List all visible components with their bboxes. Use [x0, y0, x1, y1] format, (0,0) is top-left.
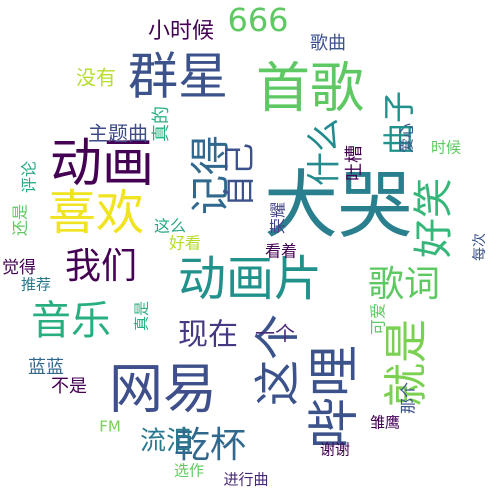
word-5: 首歌	[256, 57, 364, 120]
word-12: 好笑	[411, 178, 457, 258]
word-9: 就是	[381, 319, 432, 407]
word-31: 评论	[20, 161, 39, 193]
word-42: 蓝蓝	[28, 357, 64, 378]
word-27: 真的	[151, 106, 172, 142]
word-33: 荣耀	[269, 202, 288, 234]
word-38: 推荐	[21, 276, 51, 294]
word-7: 动画片	[178, 251, 322, 307]
word-13: 我们	[65, 246, 137, 287]
word-26: 歌曲	[310, 33, 346, 54]
word-11: 记得	[188, 135, 234, 215]
word-23: 小时候	[148, 19, 214, 44]
word-4: 群星	[128, 48, 228, 106]
word-47: 谢谢	[320, 441, 350, 459]
word-49: 进行曲	[223, 471, 268, 489]
word-19: 曲子	[380, 91, 418, 155]
word-6: 喜欢	[48, 185, 144, 241]
word-34: 这么	[154, 217, 186, 236]
word-36: 每次	[472, 233, 488, 261]
word-32: 还是	[11, 204, 30, 236]
word-30: 时候	[431, 139, 461, 157]
word-29: 爱心	[398, 123, 416, 153]
word-3: 动画	[50, 134, 154, 194]
word-48: 选作	[174, 462, 204, 480]
word-24: 主题曲	[88, 122, 148, 146]
word-43: 不是	[51, 376, 87, 397]
word-22: 一个	[255, 322, 295, 346]
word-21: 流泪	[140, 427, 192, 457]
word-10: 音乐	[31, 298, 111, 344]
word-45: 雏鹰	[370, 414, 400, 432]
word-18: 自己	[220, 143, 258, 207]
word-46: FM	[99, 418, 121, 436]
word-41: 真是	[133, 301, 151, 331]
word-14: 歌词	[368, 264, 440, 305]
word-20: 现在	[178, 318, 238, 353]
word-2: 哔哩	[305, 345, 365, 449]
word-37: 觉得	[2, 258, 36, 278]
word-28: 吐槽	[344, 145, 365, 181]
word-17: 666	[227, 1, 288, 39]
word-8: 这个	[251, 314, 305, 406]
word-16: 什么	[305, 118, 345, 186]
word-25: 没有	[76, 66, 116, 90]
word-0: 大哭	[264, 163, 412, 249]
word-35: 好看	[169, 234, 201, 253]
word-1: 网易	[109, 358, 217, 421]
word-40: 看着	[265, 242, 297, 261]
word-15: 乾杯	[174, 425, 246, 466]
word-39: 可爱	[369, 303, 388, 335]
word-44: 那个	[399, 382, 418, 414]
